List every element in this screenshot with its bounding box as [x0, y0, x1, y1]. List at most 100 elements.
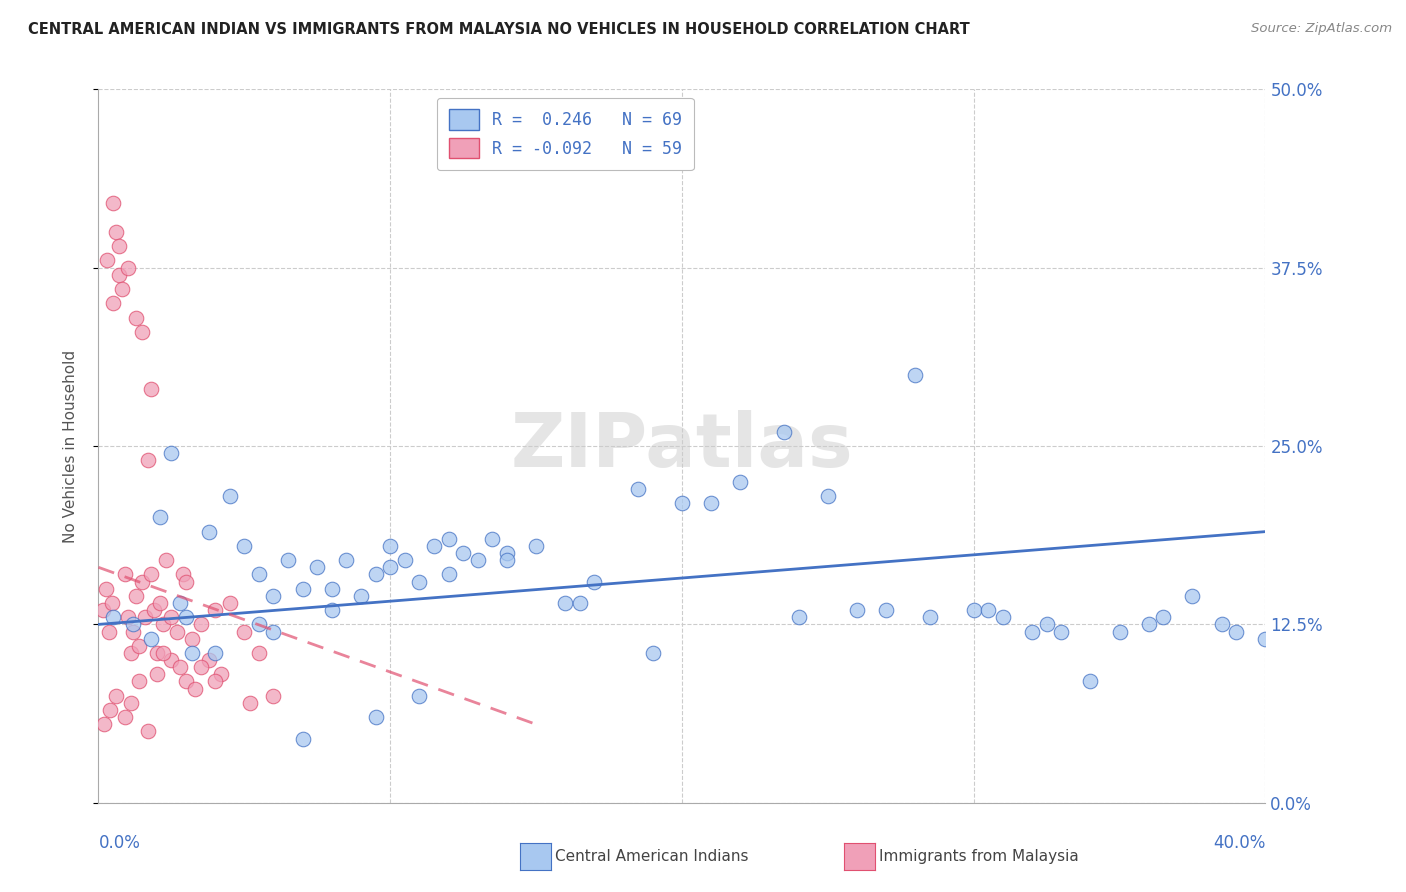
- Point: [131, 574, 153, 589]
- Point: [262, 589, 284, 603]
- Point: [423, 539, 446, 553]
- Point: [98, 703, 121, 717]
- Point: [218, 489, 240, 503]
- Point: [583, 574, 606, 589]
- Point: [139, 382, 162, 396]
- Point: [204, 674, 226, 689]
- Point: [730, 475, 752, 489]
- Text: 40.0%: 40.0%: [1213, 834, 1265, 852]
- Point: [408, 689, 430, 703]
- Point: [114, 567, 136, 582]
- Point: [262, 689, 284, 703]
- Point: [111, 282, 134, 296]
- Point: [1137, 617, 1160, 632]
- Point: [114, 710, 136, 724]
- Point: [991, 610, 1014, 624]
- Point: [481, 532, 503, 546]
- Text: Source: ZipAtlas.com: Source: ZipAtlas.com: [1251, 22, 1392, 36]
- Point: [139, 632, 162, 646]
- Point: [495, 553, 517, 567]
- Point: [1050, 624, 1073, 639]
- Point: [101, 610, 124, 624]
- Point: [977, 603, 1000, 617]
- Point: [149, 510, 172, 524]
- Point: [149, 596, 172, 610]
- Point: [1108, 624, 1130, 639]
- Point: [180, 632, 202, 646]
- Point: [467, 553, 489, 567]
- Point: [128, 639, 150, 653]
- Legend: R =  0.246   N = 69, R = -0.092   N = 59: R = 0.246 N = 69, R = -0.092 N = 59: [437, 97, 693, 169]
- Point: [117, 260, 139, 275]
- Point: [97, 624, 120, 639]
- Point: [568, 596, 591, 610]
- Point: [437, 532, 460, 546]
- Point: [155, 553, 177, 567]
- Point: [962, 603, 984, 617]
- Point: [437, 567, 460, 582]
- Point: [190, 660, 212, 674]
- Point: [408, 574, 430, 589]
- Point: [166, 624, 188, 639]
- Point: [350, 589, 373, 603]
- Point: [131, 325, 153, 339]
- Point: [101, 296, 124, 310]
- Point: [94, 582, 117, 596]
- Point: [122, 624, 145, 639]
- Point: [160, 653, 183, 667]
- Point: [364, 567, 387, 582]
- Point: [218, 596, 240, 610]
- Point: [108, 268, 131, 282]
- Point: [1080, 674, 1102, 689]
- Text: CENTRAL AMERICAN INDIAN VS IMMIGRANTS FROM MALAYSIA NO VEHICLES IN HOUSEHOLD COR: CENTRAL AMERICAN INDIAN VS IMMIGRANTS FR…: [28, 22, 970, 37]
- Text: Immigrants from Malaysia: Immigrants from Malaysia: [879, 849, 1078, 863]
- Y-axis label: No Vehicles in Household: No Vehicles in Household: [63, 350, 77, 542]
- Point: [233, 624, 256, 639]
- Point: [190, 617, 212, 632]
- Point: [335, 553, 357, 567]
- Point: [128, 674, 150, 689]
- Point: [198, 653, 221, 667]
- Point: [845, 603, 868, 617]
- Point: [91, 603, 114, 617]
- Point: [378, 539, 402, 553]
- Point: [1254, 632, 1277, 646]
- Point: [233, 539, 256, 553]
- Point: [291, 731, 314, 746]
- Point: [247, 567, 270, 582]
- Point: [204, 603, 226, 617]
- Point: [146, 667, 169, 681]
- Point: [142, 603, 165, 617]
- Point: [291, 582, 314, 596]
- Point: [160, 446, 183, 460]
- Point: [451, 546, 474, 560]
- Point: [364, 710, 387, 724]
- Point: [1225, 624, 1247, 639]
- Point: [174, 574, 197, 589]
- Point: [183, 681, 205, 696]
- Point: [378, 560, 402, 574]
- Point: [262, 624, 284, 639]
- Point: [120, 696, 142, 710]
- Point: [875, 603, 897, 617]
- Point: [524, 539, 547, 553]
- Point: [700, 496, 723, 510]
- Point: [1211, 617, 1233, 632]
- Point: [495, 546, 517, 560]
- Point: [101, 196, 124, 211]
- Point: [100, 596, 122, 610]
- Point: [209, 667, 232, 681]
- Point: [180, 646, 202, 660]
- Point: [918, 610, 941, 624]
- Point: [1152, 610, 1174, 624]
- Point: [321, 603, 343, 617]
- Point: [247, 646, 270, 660]
- Point: [641, 646, 664, 660]
- Point: [627, 482, 650, 496]
- Point: [134, 610, 156, 624]
- Text: 0.0%: 0.0%: [98, 834, 141, 852]
- Point: [204, 646, 226, 660]
- Point: [1181, 589, 1204, 603]
- Point: [125, 589, 148, 603]
- Point: [152, 617, 174, 632]
